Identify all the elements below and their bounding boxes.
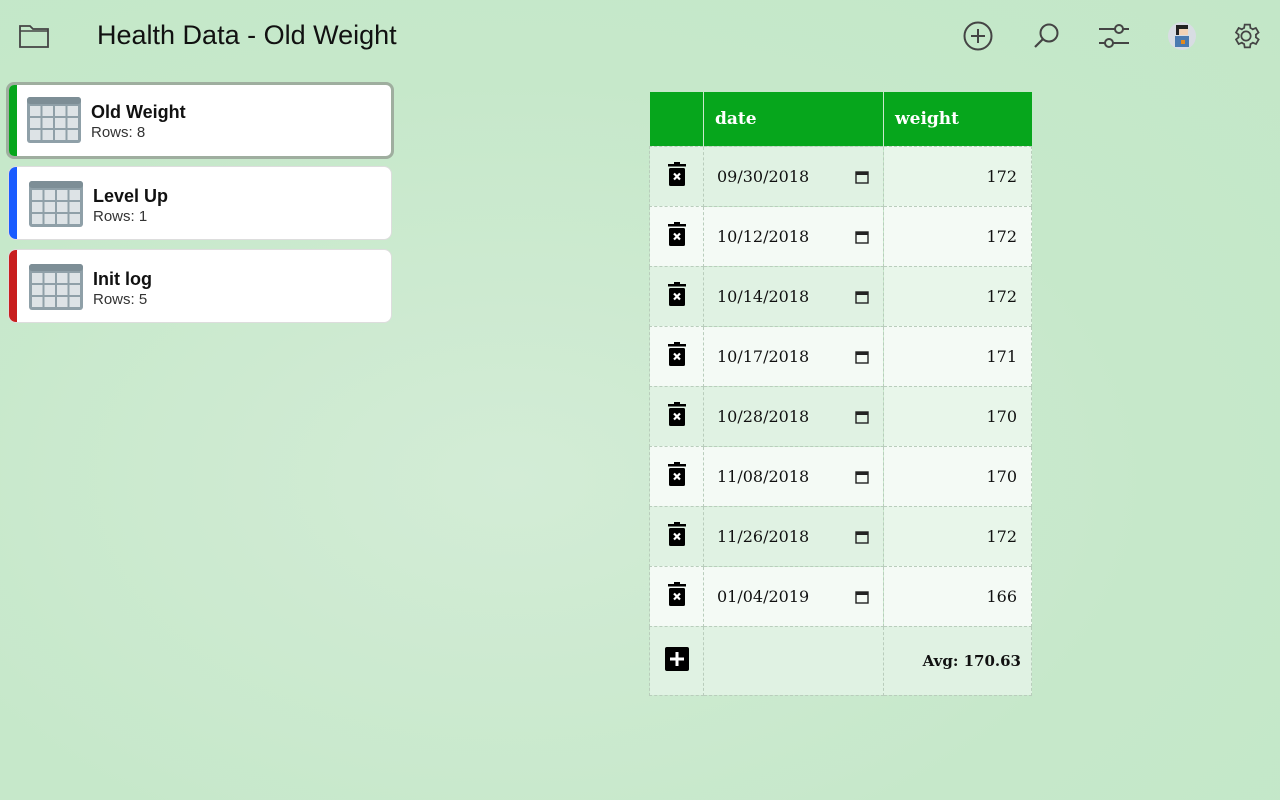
folder-icon[interactable] [16,18,52,54]
avatar[interactable] [1164,18,1200,54]
table-icon [29,181,83,232]
color-bar [9,250,17,322]
table-name: Level Up [93,186,169,206]
table-name: Old Weight [91,102,186,122]
table-row: 11/26/2018 172 [649,505,1032,567]
date-value: 10/17/2018 [717,346,810,366]
date-input[interactable]: 10/28/2018 [703,385,884,447]
sidebar-item-old-weight[interactable]: Old Weight Rows: 8 [6,82,394,159]
sliders-icon[interactable] [1096,18,1132,54]
table-icon [27,97,81,148]
add-row-button[interactable] [649,625,704,696]
weight-input[interactable]: 170 [883,445,1032,507]
weight-input[interactable]: 172 [883,205,1032,267]
sidebar-item-level-up[interactable]: Level Up Rows: 1 [8,166,392,240]
date-input[interactable]: 09/30/2018 [703,145,884,207]
weight-input[interactable]: 171 [883,325,1032,387]
trash-icon[interactable] [667,402,687,430]
date-value: 10/14/2018 [717,286,810,306]
date-value: 09/30/2018 [717,166,810,186]
delete-row-button[interactable] [649,385,704,447]
page-title: Health Data - Old Weight [97,20,397,50]
trash-icon[interactable] [667,522,687,550]
color-bar [9,85,17,156]
calendar-icon[interactable] [855,409,869,428]
delete-row-button[interactable] [649,205,704,267]
gear-icon[interactable] [1228,18,1264,54]
search-icon[interactable] [1028,18,1064,54]
plus-square-icon[interactable] [664,646,689,671]
delete-row-button[interactable] [649,265,704,327]
trash-icon[interactable] [667,462,687,490]
table-row: 10/17/2018 171 [649,325,1032,387]
date-value: 11/26/2018 [717,526,810,546]
date-value: 10/12/2018 [717,226,810,246]
trash-icon[interactable] [667,342,687,370]
trash-icon[interactable] [667,282,687,310]
sidebar-item-init-log[interactable]: Init log Rows: 5 [8,249,392,323]
date-value: 01/04/2019 [717,586,810,606]
table-row: 09/30/2018 172 [649,145,1032,207]
table-icon [29,264,83,315]
date-value: 10/28/2018 [717,406,810,426]
date-input[interactable]: 10/17/2018 [703,325,884,387]
data-table: date weight 09/30/2018 172 10/12/2018 17… [649,92,1032,696]
date-value: 11/08/2018 [717,466,810,486]
table-row: 01/04/2019 166 [649,565,1032,627]
table-row: 10/28/2018 170 [649,385,1032,447]
delete-row-button[interactable] [649,325,704,387]
delete-row-button[interactable] [649,505,704,567]
calendar-icon[interactable] [855,529,869,548]
calendar-icon[interactable] [855,229,869,248]
calendar-icon[interactable] [855,169,869,188]
calendar-icon[interactable] [855,349,869,368]
table-name: Init log [93,269,152,289]
column-header-weight[interactable]: weight [883,92,1032,146]
date-input[interactable]: 11/08/2018 [703,445,884,507]
table-footer: Avg: 170.63 [649,625,1032,696]
weight-input[interactable]: 172 [883,145,1032,207]
date-input[interactable]: 01/04/2019 [703,565,884,627]
trash-icon[interactable] [667,582,687,610]
date-input[interactable]: 11/26/2018 [703,505,884,567]
delete-row-button[interactable] [649,145,704,207]
delete-row-button[interactable] [649,445,704,507]
weight-input[interactable]: 170 [883,385,1032,447]
trash-icon[interactable] [667,222,687,250]
row-count: Rows: 1 [93,208,148,225]
weight-input[interactable]: 166 [883,565,1032,627]
trash-icon[interactable] [667,162,687,190]
calendar-icon[interactable] [855,469,869,488]
calendar-icon[interactable] [855,289,869,308]
row-count: Rows: 8 [91,124,146,141]
weight-input[interactable]: 172 [883,505,1032,567]
row-count: Rows: 5 [93,291,148,308]
column-header-date[interactable]: date [703,92,884,146]
weight-input[interactable]: 172 [883,265,1032,327]
table-row: 10/12/2018 172 [649,205,1032,267]
header-actions [649,92,704,146]
table-header: date weight [649,92,1032,146]
add-circle-icon[interactable] [960,18,996,54]
table-row: 11/08/2018 170 [649,445,1032,507]
empty-cell [703,625,884,696]
table-row: 10/14/2018 172 [649,265,1032,327]
delete-row-button[interactable] [649,565,704,627]
color-bar [9,167,17,239]
date-input[interactable]: 10/14/2018 [703,265,884,327]
calendar-icon[interactable] [855,589,869,608]
top-bar: Health Data - Old Weight [0,0,1280,72]
average-value: Avg: 170.63 [883,625,1032,696]
date-input[interactable]: 10/12/2018 [703,205,884,267]
